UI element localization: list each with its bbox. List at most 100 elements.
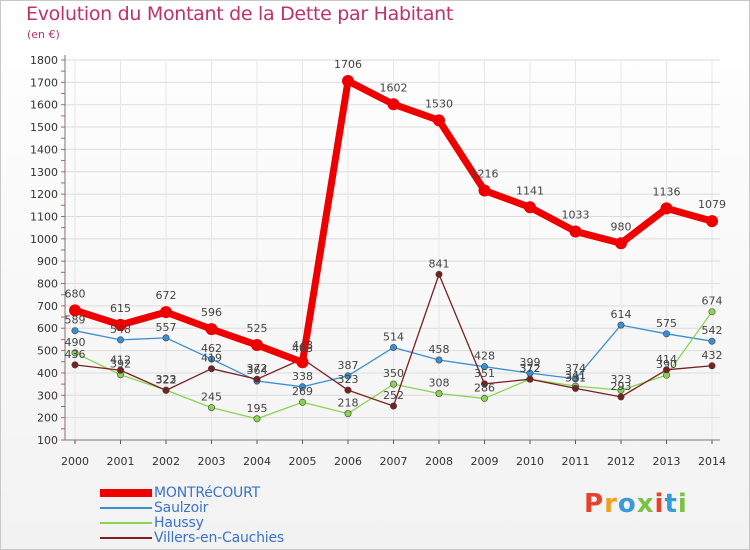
data-label: 322 <box>156 373 177 386</box>
x-tick-label: 2003 <box>198 455 226 468</box>
data-label: 1706 <box>334 58 362 71</box>
data-label: 1033 <box>562 208 590 221</box>
data-label: 548 <box>110 323 131 336</box>
data-label: 674 <box>702 295 723 308</box>
data-point <box>208 365 216 373</box>
data-label: 542 <box>702 324 723 337</box>
data-label: 350 <box>383 367 404 380</box>
data-label: 490 <box>65 336 86 349</box>
data-label: 308 <box>429 377 450 390</box>
x-tick-label: 2001 <box>107 455 135 468</box>
data-label: 589 <box>65 314 86 327</box>
data-label: 252 <box>383 389 404 402</box>
data-point <box>160 306 172 319</box>
data-label: 331 <box>565 371 586 384</box>
data-label: 680 <box>65 287 86 300</box>
x-tick-label: 2012 <box>607 455 635 468</box>
data-label: 269 <box>292 385 313 398</box>
data-point <box>162 386 170 394</box>
data-label: 374 <box>565 362 586 375</box>
y-tick-label: 1600 <box>30 99 58 112</box>
data-label: 575 <box>656 317 677 330</box>
data-label: 392 <box>110 358 131 371</box>
logo-letter: i <box>677 489 688 519</box>
data-point <box>117 366 125 374</box>
y-tick-label: 1500 <box>30 121 58 134</box>
y-tick-label: 700 <box>37 300 58 313</box>
data-point <box>708 362 716 370</box>
data-point <box>708 308 716 316</box>
data-label: 338 <box>292 370 313 383</box>
data-point <box>435 270 443 278</box>
data-label: 615 <box>110 302 131 315</box>
data-point <box>571 375 579 383</box>
data-label: 557 <box>156 321 177 334</box>
logo-letter: P <box>584 489 605 519</box>
data-point <box>344 386 352 394</box>
data-label: 1530 <box>425 97 453 110</box>
data-point <box>251 339 263 351</box>
data-point <box>205 323 218 336</box>
legend-item-haussy: Haussy <box>100 515 204 531</box>
y-tick-label: 300 <box>37 389 58 402</box>
chart-unit: (en €) <box>27 28 60 41</box>
data-label: 412 <box>110 353 131 366</box>
data-label: 1216 <box>471 168 499 181</box>
data-label: 387 <box>338 359 359 372</box>
data-label: 458 <box>429 343 450 356</box>
data-point <box>617 386 625 394</box>
data-point <box>389 343 397 351</box>
data-point <box>298 398 306 406</box>
data-label: 614 <box>611 308 632 321</box>
y-tick-label: 1300 <box>30 166 58 179</box>
data-point <box>71 327 79 335</box>
x-tick-label: 2010 <box>516 455 544 468</box>
legend-label: Haussy <box>154 515 204 531</box>
y-tick-label: 1400 <box>30 143 58 156</box>
data-point <box>662 366 670 374</box>
x-tick-label: 2014 <box>698 455 726 468</box>
data-point <box>526 375 534 383</box>
legend-swatch <box>100 522 152 524</box>
data-label: 351 <box>474 367 495 380</box>
data-point <box>524 201 536 214</box>
x-tick-label: 2002 <box>152 455 180 468</box>
data-label: 218 <box>338 397 359 410</box>
data-labels-layer: 589 548 557 462 364 338 387 514 458 428 399 374 614 5… <box>65 58 727 415</box>
y-tick-label: 200 <box>37 412 58 425</box>
y-tick-label: 1800 <box>30 54 58 67</box>
data-label: 414 <box>656 353 677 366</box>
data-label: 1136 <box>653 185 681 198</box>
legend-swatch <box>100 489 152 497</box>
data-point <box>387 98 400 111</box>
data-label: 596 <box>201 306 222 319</box>
data-point <box>344 372 352 380</box>
y-tick-label: 900 <box>37 255 58 268</box>
data-point <box>660 202 673 215</box>
legend-swatch <box>100 537 152 539</box>
data-label: 286 <box>474 381 495 394</box>
x-tick-label: 2007 <box>380 455 408 468</box>
logo-letter: i <box>654 489 665 519</box>
data-label: 323 <box>156 373 177 386</box>
y-tick-label: 1200 <box>30 188 58 201</box>
data-point <box>435 356 443 364</box>
y-tick-label: 1700 <box>30 76 58 89</box>
data-label: 1141 <box>516 184 544 197</box>
data-point <box>480 394 488 402</box>
data-point <box>208 355 216 363</box>
data-point <box>478 184 491 197</box>
data-point <box>253 415 261 423</box>
y-tick-label: 500 <box>37 345 58 358</box>
y-tick-label: 1000 <box>30 233 58 246</box>
data-point <box>617 321 625 329</box>
legend-item-saulzoir: Saulzoir <box>100 500 208 516</box>
data-label: 1079 <box>698 198 726 211</box>
data-label: 364 <box>247 364 268 377</box>
data-label: 448 <box>292 339 313 352</box>
data-point <box>114 318 127 331</box>
legend-item-montrecourt: MONTRéCOURT <box>100 485 260 501</box>
logo-letter: x <box>636 489 655 519</box>
data-label: 672 <box>156 289 177 302</box>
